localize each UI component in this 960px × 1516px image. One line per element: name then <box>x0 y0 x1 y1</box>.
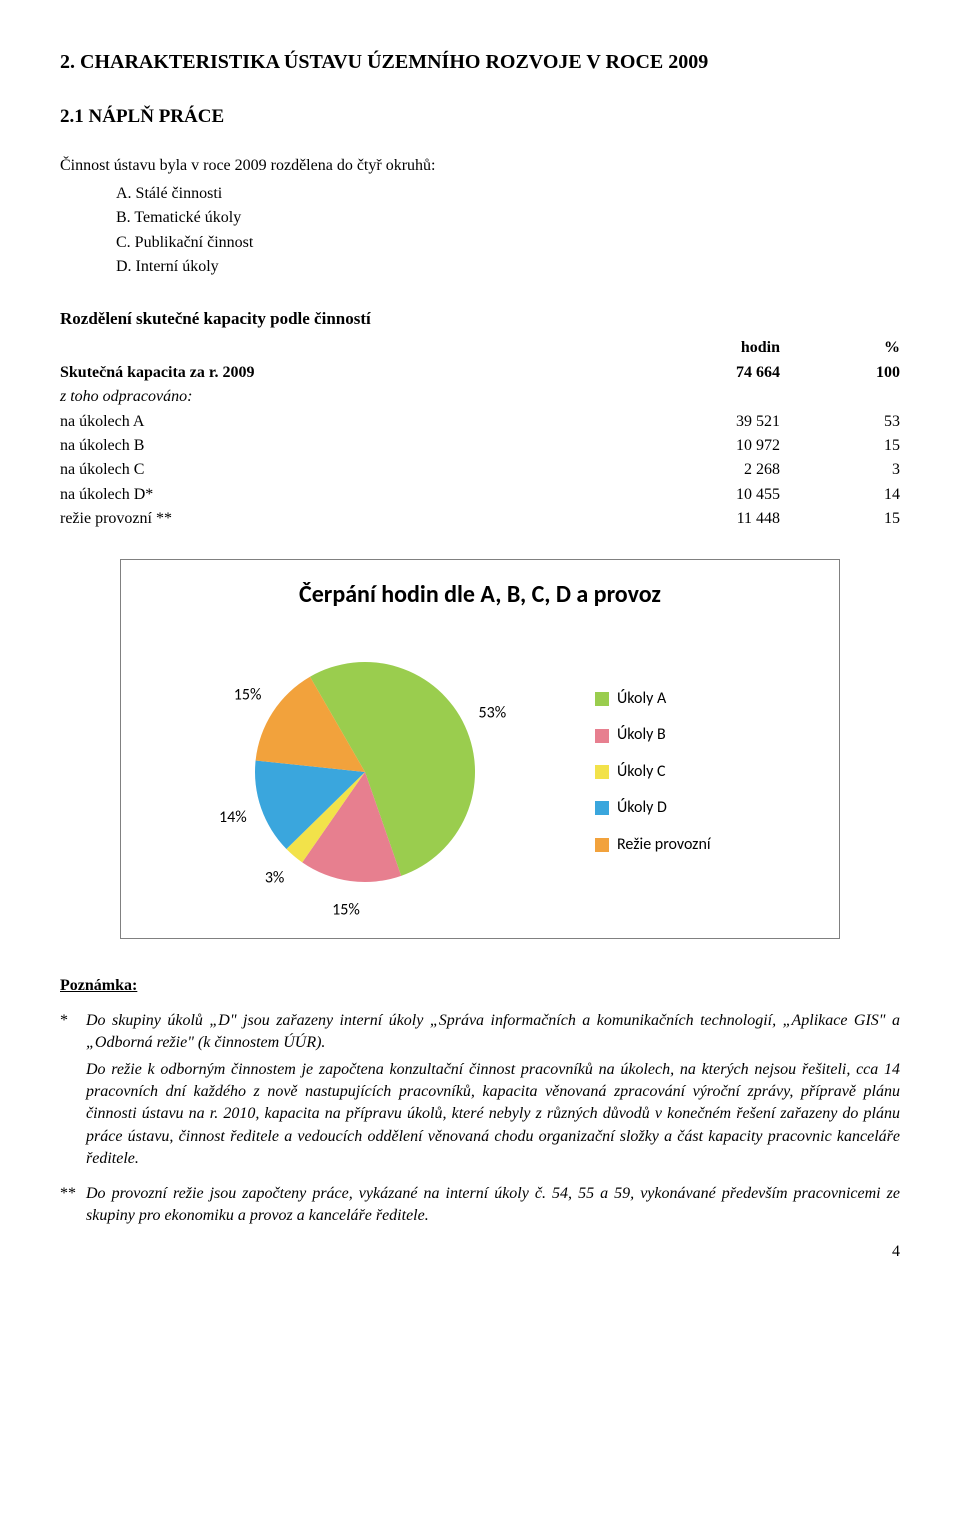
footnote-paragraph: Do skupiny úkolů „D" jsou zařazeny inter… <box>86 1010 900 1055</box>
col-pct: % <box>820 336 900 360</box>
chart-title: Čerpání hodin dle A, B, C, D a provoz <box>145 578 815 612</box>
table-cell-pct <box>820 385 900 409</box>
legend-swatch <box>595 801 609 815</box>
legend-label: Režie provozní <box>617 834 711 856</box>
table-cell-hours: 11 448 <box>700 507 820 531</box>
table-cell-label: režie provozní ** <box>60 507 700 531</box>
footnote: **Do provozní režie jsou započteny práce… <box>60 1183 900 1232</box>
list-item: C. Publikační činnost <box>116 232 900 254</box>
pie-slice-label: 3% <box>265 869 285 888</box>
pie-slice-label: 15% <box>234 686 262 705</box>
table-cell-pct: 14 <box>820 483 900 507</box>
capacity-table: hodin% Skutečná kapacita za r. 200974 664… <box>60 336 900 531</box>
footnote-paragraph: Do provozní režie jsou započteny práce, … <box>86 1183 900 1228</box>
table-cell-pct: 15 <box>820 507 900 531</box>
table-cell-label: na úkolech D* <box>60 483 700 507</box>
pie-slice-label: 53% <box>478 704 506 723</box>
table-cell-pct: 15 <box>820 434 900 458</box>
table-cell-label: na úkolech B <box>60 434 700 458</box>
pie-chart-container: Čerpání hodin dle A, B, C, D a provoz 53… <box>120 559 840 939</box>
legend-label: Úkoly A <box>617 688 666 710</box>
table-cell-pct: 3 <box>820 458 900 482</box>
legend-item: Úkoly D <box>595 797 711 819</box>
pie-slice-label: 14% <box>219 808 247 827</box>
col-hours: hodin <box>700 336 820 360</box>
list-item: A. Stálé činnosti <box>116 183 900 205</box>
legend-swatch <box>595 838 609 852</box>
legend-swatch <box>595 692 609 706</box>
intro-text: Činnost ústavu byla v roce 2009 rozdělen… <box>60 155 900 177</box>
footnote-body: Do provozní režie jsou započteny práce, … <box>86 1183 900 1232</box>
table-cell-pct: 53 <box>820 410 900 434</box>
subsection-title: 2.1 NÁPLŇ PRÁCE <box>60 104 900 131</box>
legend-label: Úkoly B <box>617 724 666 746</box>
pie-chart: 53% 15% 3% 14% 15% <box>145 622 565 922</box>
table-cell-label: na úkolech A <box>60 410 700 434</box>
table-cell-pct: 100 <box>820 361 900 385</box>
footnote-paragraph: Do režie k odborným činnostem je započte… <box>86 1059 900 1171</box>
footnote-body: Do skupiny úkolů „D" jsou zařazeny inter… <box>86 1010 900 1175</box>
section-title: 2. CHARAKTERISTIKA ÚSTAVU ÚZEMNÍHO ROZVO… <box>60 48 900 76</box>
footnote-marker: ** <box>60 1183 86 1232</box>
legend-swatch <box>595 765 609 779</box>
pie-slice-label: 15% <box>332 901 360 920</box>
table-cell-label: Skutečná kapacita za r. 2009 <box>60 361 700 385</box>
legend-item: Úkoly B <box>595 724 711 746</box>
legend-swatch <box>595 729 609 743</box>
table-cell-label: na úkolech C <box>60 458 700 482</box>
footnote-marker: * <box>60 1010 86 1175</box>
table-cell-hours <box>700 385 820 409</box>
table-cell-hours: 10 455 <box>700 483 820 507</box>
legend-item: Režie provozní <box>595 834 711 856</box>
table-cell-hours: 10 972 <box>700 434 820 458</box>
legend-label: Úkoly C <box>617 761 666 783</box>
note-heading: Poznámka: <box>60 975 900 997</box>
page-number: 4 <box>60 1241 900 1263</box>
table-cell-hours: 39 521 <box>700 410 820 434</box>
list-item: B. Tematické úkoly <box>116 207 900 229</box>
footnote: *Do skupiny úkolů „D" jsou zařazeny inte… <box>60 1010 900 1175</box>
legend-label: Úkoly D <box>617 797 667 819</box>
table-cell-label: z toho odpracováno: <box>60 385 700 409</box>
table-cell-hours: 2 268 <box>700 458 820 482</box>
table-cell-hours: 74 664 <box>700 361 820 385</box>
legend-item: Úkoly A <box>595 688 711 710</box>
chart-legend: Úkoly A Úkoly B Úkoly C Úkoly D Režie provoz… <box>565 688 711 856</box>
legend-item: Úkoly C <box>595 761 711 783</box>
activity-list: A. Stálé činnosti B. Tematické úkoly C. … <box>60 183 900 279</box>
list-item: D. Interní úkoly <box>116 256 900 278</box>
table-heading: Rozdělení skutečné kapacity podle činnos… <box>60 307 900 331</box>
